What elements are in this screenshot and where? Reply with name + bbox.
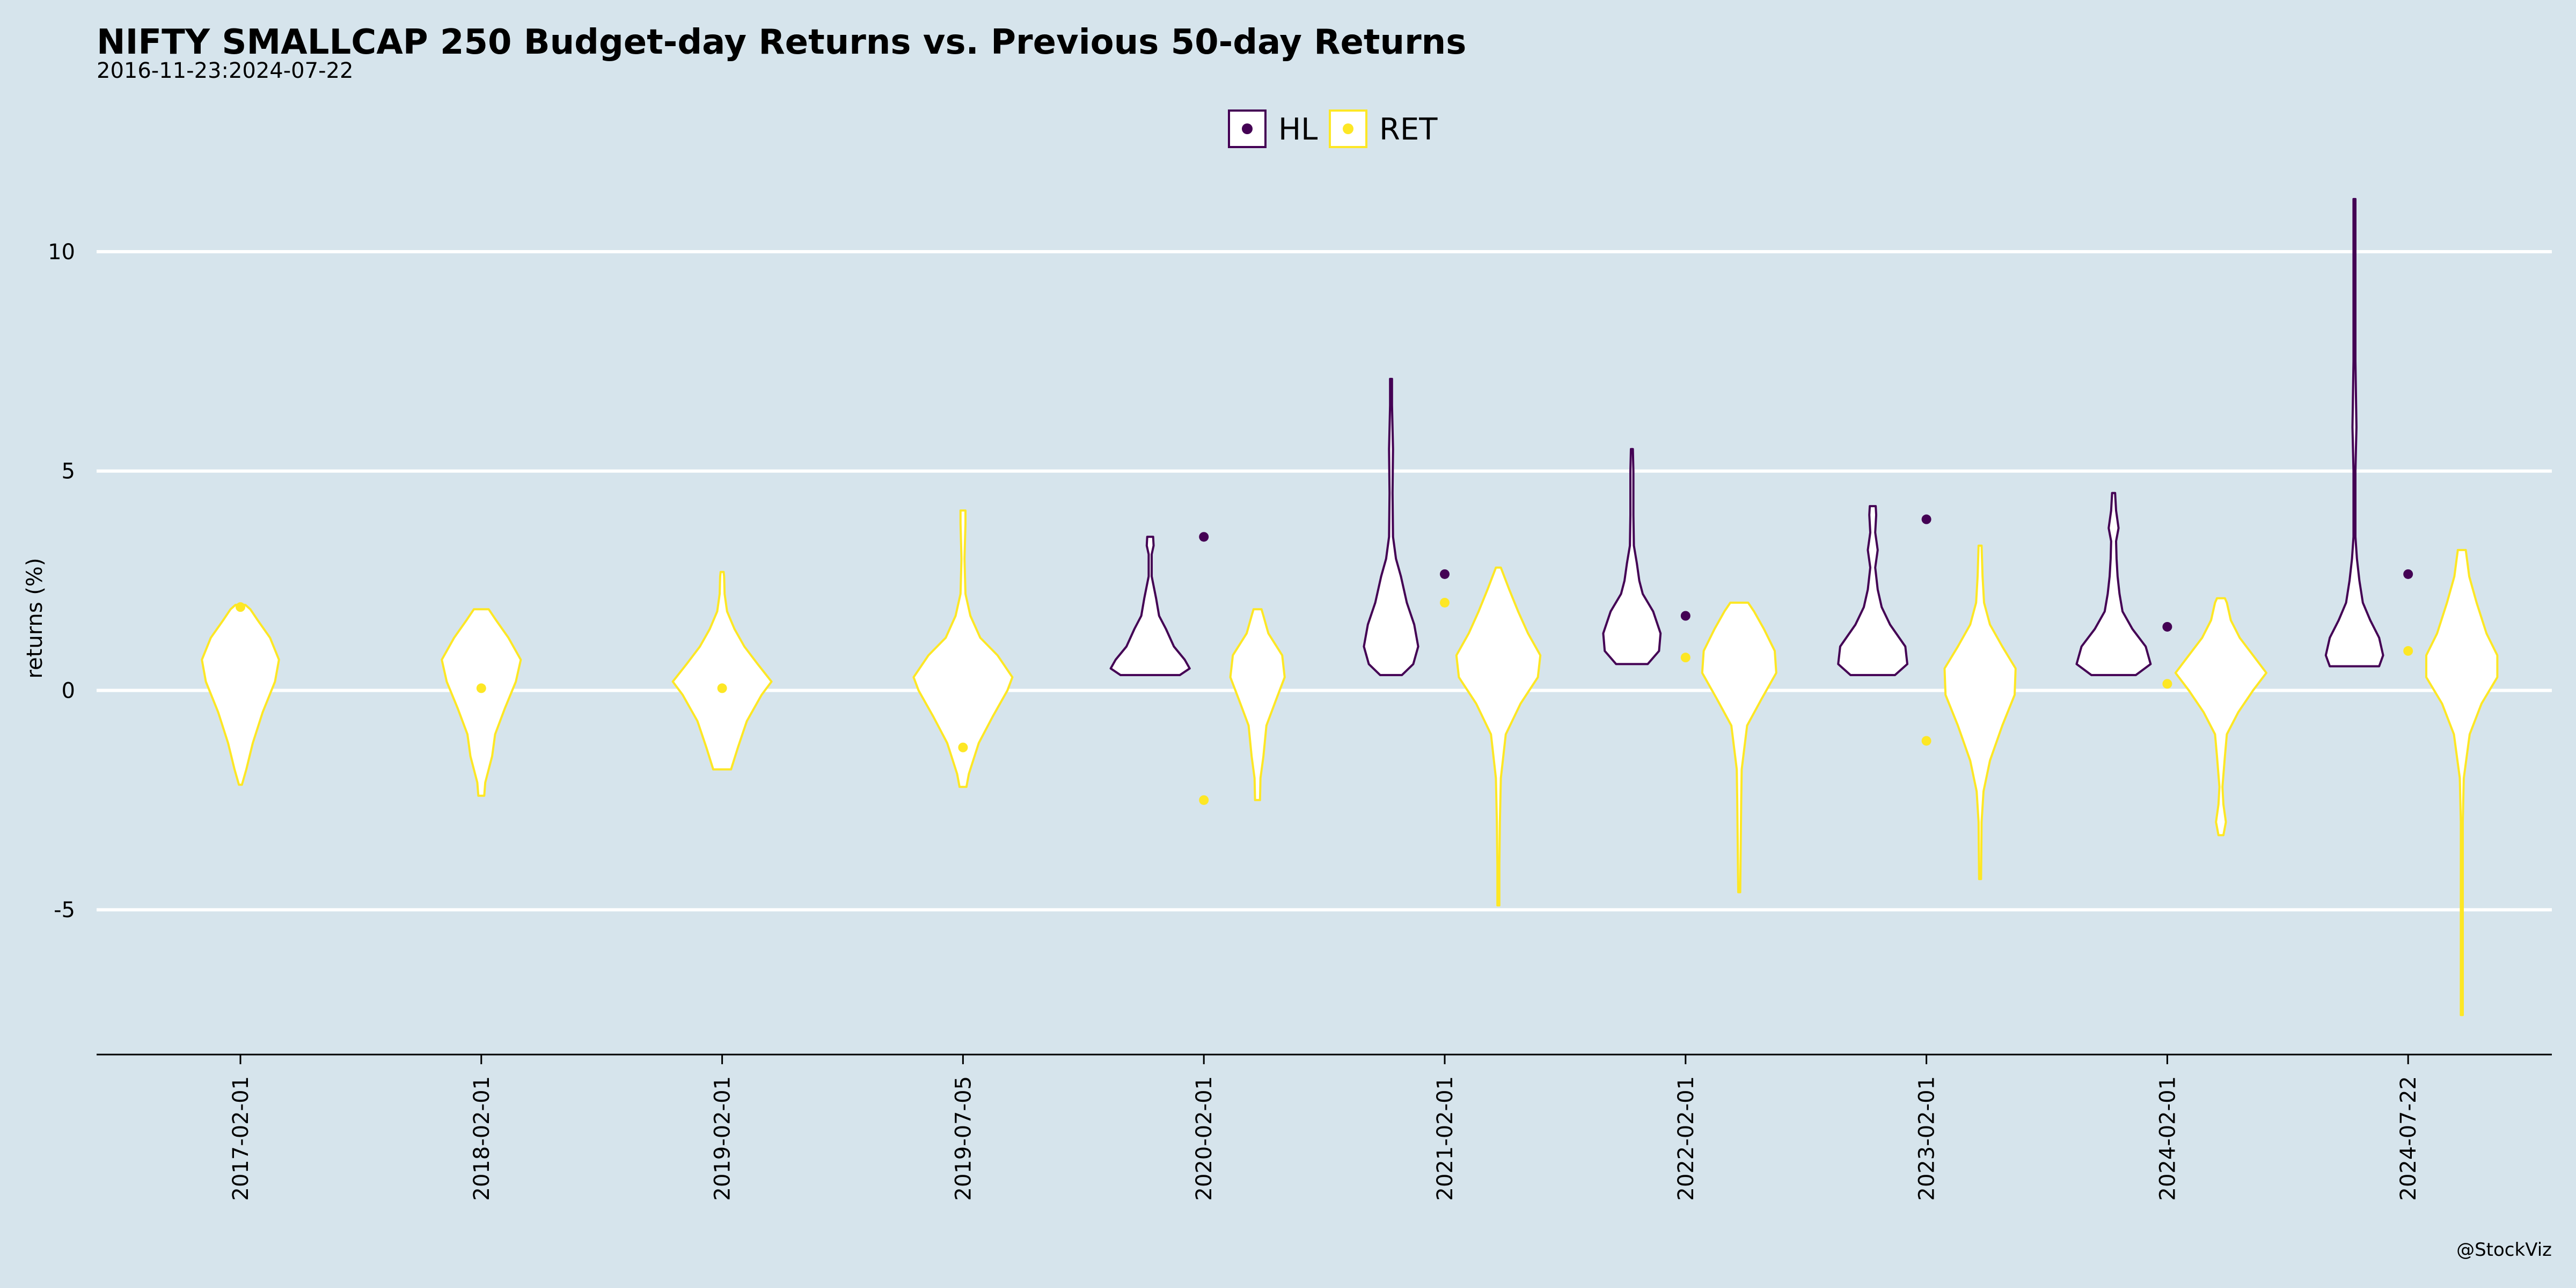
point-ret <box>236 602 245 612</box>
gridlines: -5 0 5 10 <box>48 240 2552 923</box>
legend-label-hl: HL <box>1278 112 1318 147</box>
violin-ret <box>1701 602 1777 894</box>
violin-ret <box>912 509 1014 788</box>
legend: HL RET <box>1228 109 1438 148</box>
x-axis: 2017-02-01 2018-02-01 2019-02-01 2019-07-05… <box>97 1053 2552 1201</box>
point-hl <box>2162 621 2172 632</box>
violin-ret <box>1943 544 2017 880</box>
budget-day-points <box>236 514 2413 805</box>
violin-hl <box>2075 492 2152 676</box>
y-tick-label: 0 <box>62 678 75 703</box>
x-tick-label: 2024-07-22 <box>2396 1076 2421 1201</box>
x-tick-label: 2022-02-01 <box>1674 1076 1699 1201</box>
x-tick-label: 2019-02-01 <box>711 1076 735 1201</box>
point-hl <box>1440 569 1450 579</box>
chart-subtitle: 2016-11-23:2024-07-22 <box>97 58 353 83</box>
y-tick-label: -5 <box>54 898 75 923</box>
point-hl <box>1921 514 1931 524</box>
point-ret <box>1440 597 1450 608</box>
violin-hl <box>1837 505 1908 676</box>
violin-hl <box>1109 536 1191 676</box>
violin-ret <box>2425 548 2499 1016</box>
point-ret <box>1921 736 1931 746</box>
x-tick-label: 2023-02-01 <box>1915 1076 1940 1201</box>
y-axis-label: returns (%) <box>23 558 47 678</box>
y-tick-label: 5 <box>62 459 75 484</box>
y-tick-label: 10 <box>48 240 75 265</box>
point-ret <box>1680 653 1690 663</box>
point-hl <box>1199 532 1209 542</box>
x-tick-label: 2024-02-01 <box>2155 1076 2180 1201</box>
point-hl <box>1680 611 1690 621</box>
point-ret <box>717 683 727 693</box>
violin-ret <box>671 570 773 771</box>
legend-key-hl <box>1228 109 1267 148</box>
point-hl <box>2403 569 2413 579</box>
point-ret <box>2162 679 2172 689</box>
violin-ret <box>1229 608 1286 801</box>
violin-hl <box>1602 448 1662 665</box>
x-tick-label: 2019-07-05 <box>951 1076 976 1201</box>
x-tick-label: 2020-02-01 <box>1192 1076 1217 1201</box>
violin-ret <box>2174 597 2267 837</box>
point-ret <box>958 742 968 752</box>
violin-hl <box>1363 378 1419 676</box>
legend-dot-ret <box>1343 123 1353 134</box>
violin-ret <box>441 608 522 797</box>
point-ret <box>1199 795 1209 805</box>
chart-title: NIFTY SMALLCAP 250 Budget-day Returns vs… <box>97 23 1466 62</box>
violin-ret <box>1455 566 1542 906</box>
legend-label-ret: RET <box>1379 112 1438 147</box>
violin-ret <box>201 604 280 786</box>
legend-dot-hl <box>1242 123 1253 134</box>
violins <box>201 197 2499 1016</box>
point-ret <box>476 683 486 693</box>
x-tick-label: 2018-02-01 <box>470 1076 494 1201</box>
violin-hl <box>2324 197 2384 668</box>
x-tick-label: 2021-02-01 <box>1433 1076 1458 1201</box>
x-tick-label: 2017-02-01 <box>229 1076 253 1201</box>
caption: @StockViz <box>2456 1239 2552 1261</box>
point-ret <box>2403 646 2413 656</box>
